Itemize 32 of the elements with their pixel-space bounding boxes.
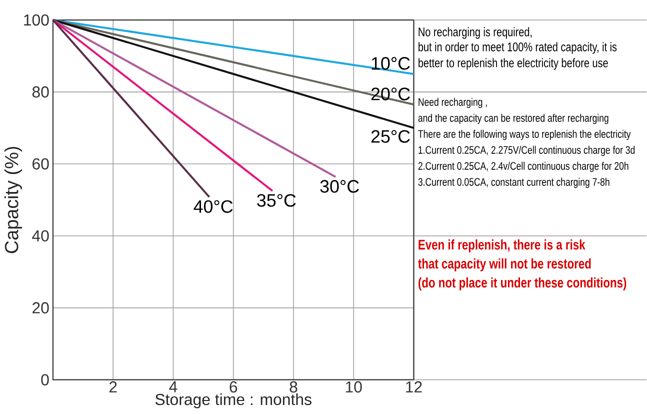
text: better to replenish the electricity before use xyxy=(418,58,608,70)
text: There are the following ways to replenish the electricity xyxy=(418,130,631,140)
y-tick-label: 80 xyxy=(32,86,49,98)
text: but in order to meet 100% rated capacity, it is xyxy=(418,42,617,54)
text: 3.Current 0.05CA, constant current charging 7-8h xyxy=(418,178,610,188)
y-tick-label: 20 xyxy=(32,302,49,314)
x-tick-label: 2 xyxy=(109,381,117,393)
series-label: 30°C xyxy=(320,180,359,193)
text: Even if replenish, there is a risk xyxy=(418,239,586,252)
series-label: 40°C xyxy=(194,200,233,214)
y-tick-label: 0 xyxy=(41,374,49,386)
text: 1.Current 0.25CA, 2.275V/Cell continuous charge for 3d xyxy=(418,146,635,156)
x-axis-title: Storage time : months xyxy=(155,394,312,408)
text: that capacity will not be restored xyxy=(418,258,591,272)
x-tick-label: 8 xyxy=(290,381,298,393)
series-label: 20°C xyxy=(371,88,410,100)
y-tick-label: 60 xyxy=(32,158,49,170)
series-label: 35°C xyxy=(257,194,296,207)
series-label: 10°C xyxy=(372,57,410,70)
x-tick-label: 10 xyxy=(346,381,362,393)
y-tick-label: 40 xyxy=(32,230,49,242)
series-label: 25°C xyxy=(371,130,410,143)
x-tick-label: 4 xyxy=(169,381,178,392)
y-tick-label: 100 xyxy=(24,14,49,26)
text: Need recharging , xyxy=(418,98,487,108)
y-axis-title: Capacity (%) xyxy=(4,147,22,254)
x-tick-label: 12 xyxy=(406,381,422,393)
text: No recharging is required, xyxy=(418,27,532,39)
text: 2.Current 0.25CA, 2.4v/Cell continuous charge for 20h xyxy=(418,162,628,172)
x-tick-label: 6 xyxy=(230,381,238,393)
text: (do not place it under these conditions) xyxy=(418,277,626,290)
text: and the capacity can be restored after recharging xyxy=(418,114,608,124)
